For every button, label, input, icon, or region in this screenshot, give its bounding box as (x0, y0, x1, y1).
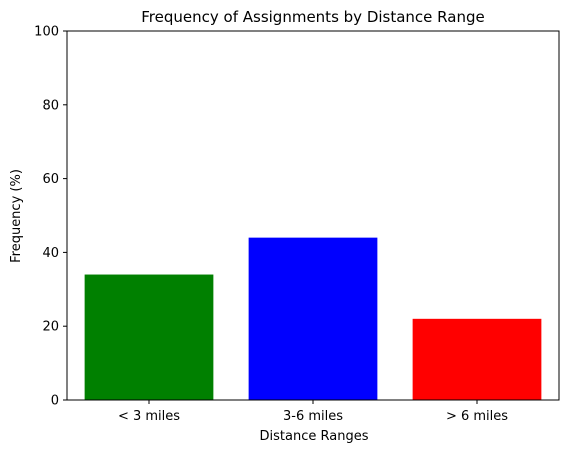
bar-1 (249, 238, 378, 400)
y-axis-label: Frequency (%) (9, 169, 24, 263)
y-tick-label: 60 (42, 172, 59, 187)
y-tick-label: 40 (42, 246, 59, 261)
y-tick-label: 100 (34, 25, 59, 40)
x-tick-label: 3-6 miles (283, 409, 343, 424)
x-axis-ticks: < 3 miles 3-6 miles > 6 miles (118, 400, 508, 424)
y-tick-label: 0 (51, 394, 59, 409)
x-axis-label: Distance Ranges (260, 429, 369, 444)
bars-group (85, 238, 542, 400)
chart-title: Frequency of Assignments by Distance Ran… (141, 8, 484, 26)
y-tick-label: 80 (42, 98, 59, 113)
y-tick-label: 20 (42, 320, 59, 335)
bar-2 (413, 319, 542, 400)
x-tick-label: > 6 miles (446, 409, 508, 424)
y-axis-ticks: 0 20 40 60 80 100 (34, 25, 67, 409)
bar-0 (85, 275, 214, 400)
x-tick-label: < 3 miles (118, 409, 180, 424)
